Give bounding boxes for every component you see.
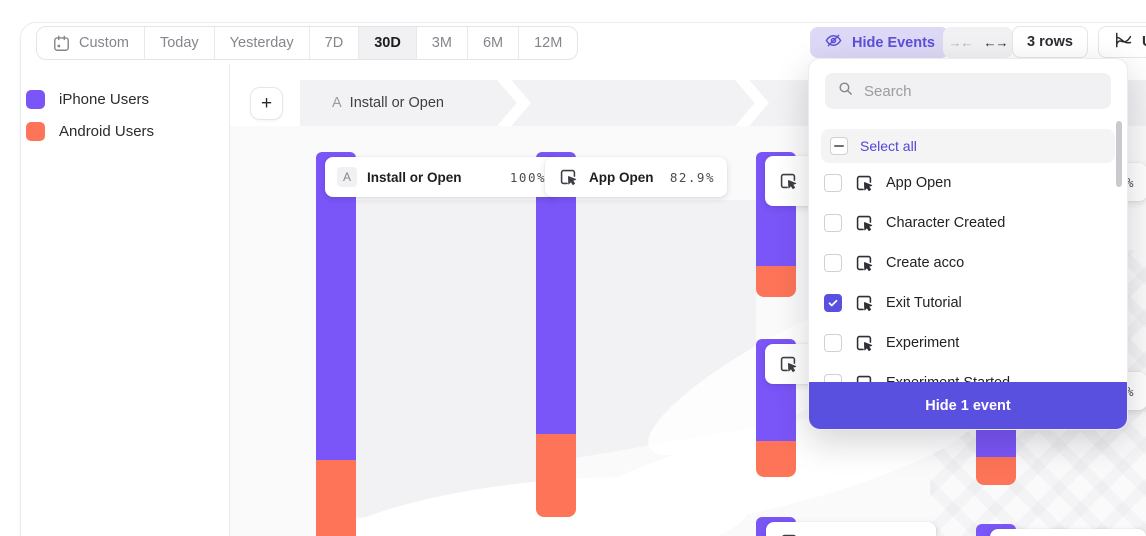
- chevron-separator-icon: [735, 80, 769, 126]
- date-range-label: Yesterday: [229, 35, 294, 51]
- checkbox-unchecked[interactable]: [824, 334, 842, 352]
- legend-item-iphone-users[interactable]: iPhone Users: [26, 90, 154, 109]
- legend-label: Android Users: [59, 123, 155, 140]
- date-range-label: 12M: [534, 35, 563, 51]
- checkbox-checked[interactable]: [824, 294, 842, 312]
- event-icon: [853, 212, 875, 234]
- rows-button[interactable]: 3 rows: [1012, 26, 1088, 58]
- legend-item-android-users[interactable]: Android Users: [26, 122, 154, 141]
- event-option-character-created[interactable]: Character Created: [809, 203, 1127, 243]
- date-range-label: Today: [159, 35, 199, 51]
- select-all-row[interactable]: Select all: [821, 129, 1115, 163]
- date-range-3m[interactable]: 3M: [417, 27, 468, 59]
- event-icon: [853, 332, 875, 354]
- date-range-7d[interactable]: 7D: [310, 27, 360, 59]
- event-icon: [778, 531, 800, 536]
- event-icon: [777, 170, 799, 192]
- event-icon: [777, 353, 799, 375]
- date-range-label: Custom: [79, 35, 129, 51]
- funnel-bar-segment-purple[interactable]: [536, 152, 576, 434]
- event-option-create-acco[interactable]: Create acco: [809, 243, 1127, 283]
- select-all-label: Select all: [860, 138, 917, 154]
- hide-event-confirm-button[interactable]: Hide 1 event: [809, 382, 1127, 429]
- event-option-label: App Open: [886, 175, 952, 191]
- step-card-partial[interactable]: [990, 529, 1146, 536]
- step-card-label: App Open: [589, 169, 654, 185]
- step-card-partial[interactable]: [766, 522, 936, 536]
- event-option-label: Exit Tutorial: [886, 295, 962, 311]
- funnel-flow-band: [356, 200, 536, 517]
- date-range-yesterday[interactable]: Yesterday: [215, 27, 310, 59]
- series-legend: iPhone Users Android Users: [26, 90, 154, 141]
- chevron-separator-icon: [497, 80, 531, 126]
- date-range-label: 7D: [324, 35, 344, 51]
- date-range-control: Custom Today Yesterday 7D 30D 3M 6M 12M: [36, 26, 579, 60]
- funnel-bar-segment-orange[interactable]: [536, 434, 576, 517]
- event-option-exit-tutorial[interactable]: Exit Tutorial: [809, 283, 1127, 323]
- funnel-bar-segment-orange[interactable]: [756, 441, 796, 477]
- collapse-columns-icon[interactable]: →←: [948, 35, 974, 50]
- legend-swatch: [26, 90, 45, 109]
- event-icon: [853, 252, 875, 274]
- chart-type-button[interactable]: U: [1098, 26, 1146, 58]
- line-chart-icon: [1113, 30, 1133, 54]
- conversion-percent: 82.9%: [669, 169, 715, 185]
- event-icon: [557, 166, 579, 188]
- event-option-label: Create acco: [886, 255, 965, 271]
- event-search[interactable]: [825, 73, 1111, 109]
- step-header-label: Install or Open: [349, 95, 444, 111]
- funnel-bar-segment-orange[interactable]: [316, 460, 356, 536]
- column-width-toggle: →← ←→: [943, 27, 1013, 58]
- checkbox-unchecked[interactable]: [824, 214, 842, 232]
- legend-swatch: [26, 122, 45, 141]
- hide-events-dropdown: Select all App Open Character Created Crea…: [808, 58, 1128, 430]
- hide-events-button[interactable]: Hide Events: [810, 27, 949, 58]
- date-range-label: 30D: [374, 35, 401, 51]
- date-range-custom[interactable]: Custom: [37, 27, 145, 59]
- date-range-6m[interactable]: 6M: [468, 27, 520, 59]
- search-input[interactable]: [864, 82, 1099, 100]
- funnel-bar-segment-orange[interactable]: [756, 266, 796, 297]
- event-icon: [853, 172, 875, 194]
- date-range-30d[interactable]: 30D: [359, 27, 417, 59]
- date-range-label: 3M: [431, 35, 452, 51]
- checkbox-unchecked[interactable]: [824, 174, 842, 192]
- checkbox-unchecked[interactable]: [824, 254, 842, 272]
- legend-label: iPhone Users: [59, 91, 150, 108]
- calendar-icon: [52, 34, 71, 53]
- step-letter-badge: A: [332, 95, 342, 111]
- eye-off-icon: [824, 31, 843, 54]
- step-card-app-open[interactable]: App Open 82.9%: [545, 157, 727, 197]
- expand-columns-icon[interactable]: ←→: [983, 35, 1009, 50]
- indeterminate-checkbox[interactable]: [830, 137, 848, 155]
- search-icon: [837, 80, 854, 102]
- add-step-button[interactable]: +: [250, 87, 283, 120]
- event-icon: [853, 292, 875, 314]
- chart-type-label: U: [1142, 34, 1146, 50]
- date-range-label: 6M: [482, 35, 504, 51]
- funnel-bar-segment-orange[interactable]: [976, 457, 1016, 485]
- date-range-today[interactable]: Today: [145, 27, 215, 59]
- hide-events-label: Hide Events: [852, 34, 935, 51]
- event-option-label: Character Created: [886, 215, 1006, 231]
- vertical-divider: [229, 64, 230, 536]
- step-letter-badge: A: [337, 167, 357, 187]
- step-card-install-or-open[interactable]: A Install or Open 100%: [325, 157, 558, 197]
- event-option-app-open[interactable]: App Open: [809, 163, 1127, 203]
- event-option-experiment[interactable]: Experiment: [809, 323, 1127, 363]
- event-option-label: Experiment: [886, 335, 960, 351]
- conversion-percent: 100%: [509, 169, 546, 185]
- funnel-bar-segment-purple[interactable]: [316, 152, 356, 460]
- step-card-label: Install or Open: [367, 169, 462, 185]
- dropdown-scrollbar-thumb[interactable]: [1116, 121, 1122, 187]
- date-range-12m[interactable]: 12M: [519, 27, 577, 59]
